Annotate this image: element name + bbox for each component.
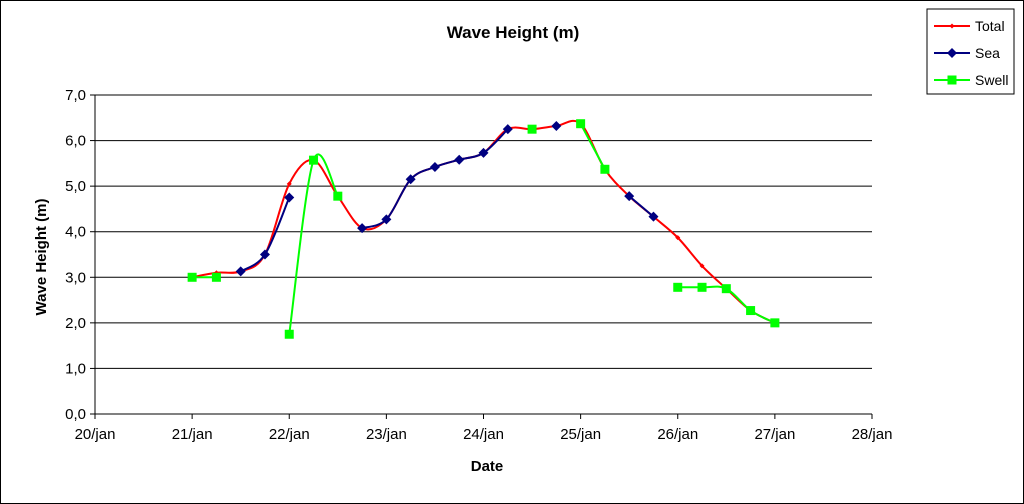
swell-point: [673, 282, 683, 292]
swell-line: [579, 123, 606, 170]
y-tick-label: 0,0: [65, 406, 86, 423]
x-tick-label: 26/jan: [657, 426, 698, 443]
sea-point: [478, 147, 489, 158]
total-point: [675, 235, 681, 241]
legend-label-sea: Sea: [975, 45, 1000, 61]
x-axis-ticks: 20/jan 21/jan 22/jan 23/jan 24/jan 25/jan 26/j…: [75, 414, 893, 443]
sea-line: [240, 197, 291, 273]
swell-point: [770, 318, 780, 328]
swell-point: [284, 329, 294, 339]
swell-point: [333, 191, 343, 201]
legend-marker-sea: [947, 48, 957, 58]
sea-point: [454, 154, 465, 165]
series-markers: [187, 119, 780, 339]
swell-point: [187, 272, 197, 282]
y-tick-label: 6,0: [65, 133, 86, 150]
swell-point: [309, 155, 319, 165]
legend: Total Sea Swell: [926, 8, 1015, 95]
swell-point: [211, 272, 221, 282]
legend-marker-total: [949, 23, 955, 29]
total-point: [699, 263, 705, 269]
gridlines: [95, 94, 872, 369]
swell-point: [697, 282, 707, 292]
y-tick-label: 2,0: [65, 315, 86, 332]
y-tick-label: 1,0: [65, 360, 86, 377]
x-tick-label: 20/jan: [75, 426, 116, 443]
sea-point: [259, 249, 270, 260]
legend-label-total: Total: [975, 18, 1005, 34]
sea-point: [284, 192, 295, 203]
swell-point: [600, 164, 610, 174]
sea-point: [648, 211, 659, 222]
y-tick-label: 4,0: [65, 224, 86, 241]
y-axis-label: Wave Height (m): [33, 199, 50, 316]
total-point: [286, 181, 292, 187]
sea-point: [551, 120, 562, 131]
legend-label-swell: Swell: [975, 72, 1008, 88]
y-tick-label: 3,0: [65, 269, 86, 286]
swell-point: [746, 306, 756, 316]
sea-point: [429, 162, 440, 173]
y-axis-ticks: 0,0 1,0 2,0 3,0 4,0 5,0 6,0 7,0: [65, 87, 95, 423]
sea-point: [357, 223, 368, 234]
y-tick-label: 5,0: [65, 178, 86, 195]
sea-line: [628, 195, 655, 218]
x-axis-label: Date: [471, 458, 504, 475]
sea-point: [624, 191, 635, 202]
x-tick-label: 22/jan: [269, 426, 310, 443]
x-tick-label: 23/jan: [366, 426, 407, 443]
sea-point: [502, 124, 513, 135]
sea-point: [381, 214, 392, 225]
x-tick-label: 27/jan: [754, 426, 795, 443]
legend-marker-swell: [947, 75, 957, 85]
x-tick-label: 28/jan: [852, 426, 893, 443]
sea-point: [235, 266, 246, 277]
axes: [94, 95, 872, 415]
x-tick-label: 24/jan: [463, 426, 504, 443]
y-tick-label: 7,0: [65, 87, 86, 104]
swell-point: [576, 119, 586, 129]
swell-line: [288, 153, 339, 335]
x-tick-label: 25/jan: [560, 426, 601, 443]
swell-point: [527, 124, 537, 134]
swell-point: [721, 284, 731, 294]
sea-line: [361, 128, 509, 230]
sea-point: [405, 174, 416, 185]
chart-title: Wave Height (m): [447, 23, 580, 42]
x-tick-label: 21/jan: [172, 426, 213, 443]
